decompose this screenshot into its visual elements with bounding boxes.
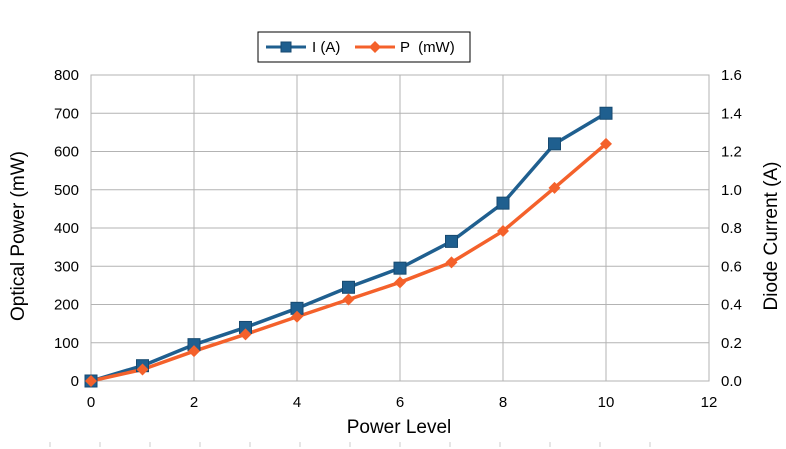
legend-marker-diamond — [369, 41, 381, 53]
data-point-power — [85, 375, 97, 387]
y-left-tick-label: 600 — [54, 144, 79, 161]
data-point-power — [548, 181, 561, 194]
y-axis-left-title: Optical Power (mW) — [8, 151, 29, 321]
series-line-power — [90, 142, 608, 383]
data-point-current — [599, 106, 613, 120]
data-point-power — [136, 363, 149, 376]
x-tick-label: 8 — [499, 394, 507, 411]
y-right-tick-label: 0.0 — [721, 373, 742, 390]
data-point-power — [188, 345, 200, 358]
y-right-tick-label: 0.2 — [721, 335, 742, 352]
data-point-current — [342, 280, 355, 294]
y-axis-right-title: Diode Current (A) — [761, 162, 782, 311]
tick-labels: 01002003004005006007008000.00.20.40.60.8… — [54, 67, 742, 411]
y-right-tick-label: 1.6 — [721, 67, 742, 84]
data-point-current — [548, 137, 561, 151]
plot-frame — [90, 74, 710, 382]
data-point-power — [394, 276, 406, 289]
data-point-current — [496, 196, 510, 210]
data-point-power — [239, 328, 252, 341]
y-left-tick-label: 400 — [54, 220, 79, 237]
data-point-power — [445, 256, 458, 269]
axes — [49, 74, 710, 447]
legend-label-current: I (A) — [312, 39, 340, 56]
y-right-tick-label: 1.4 — [721, 105, 742, 122]
x-tick-label: 2 — [190, 394, 198, 411]
y-left-tick-label: 0 — [71, 373, 79, 390]
x-tick-label: 12 — [701, 394, 718, 411]
y-right-tick-label: 1.2 — [721, 144, 742, 161]
y-right-tick-label: 0.4 — [721, 297, 742, 314]
y-left-tick-label: 200 — [54, 297, 79, 314]
grid-lines — [90, 74, 710, 382]
data-point-current — [445, 234, 458, 248]
y-right-tick-label: 0.6 — [721, 258, 742, 275]
y-left-tick-label: 700 — [54, 105, 79, 122]
y-right-tick-label: 0.8 — [721, 220, 742, 237]
data-point-power — [291, 310, 303, 323]
y-left-tick-label: 100 — [54, 335, 79, 352]
y-left-tick-label: 300 — [54, 258, 79, 275]
data-point-power — [342, 293, 355, 306]
legend-label-power: P (mW) — [400, 39, 455, 56]
legend: I (A) P (mW) — [257, 31, 471, 63]
x-tick-label: 0 — [87, 394, 95, 411]
data-point-power — [497, 225, 509, 238]
x-tick-label: 10 — [598, 394, 615, 411]
series-group — [84, 106, 613, 388]
data-point-current — [393, 261, 407, 275]
y-left-tick-label: 800 — [54, 67, 79, 84]
series-line-current — [90, 111, 607, 383]
x-tick-label: 4 — [293, 394, 301, 411]
y-left-tick-label: 500 — [54, 182, 79, 199]
x-tick-label: 6 — [396, 394, 404, 411]
legend-marker-square — [280, 41, 292, 53]
x-axis-title: Power Level — [347, 417, 452, 438]
data-point-power — [600, 137, 612, 150]
y-right-tick-label: 1.0 — [721, 182, 742, 199]
